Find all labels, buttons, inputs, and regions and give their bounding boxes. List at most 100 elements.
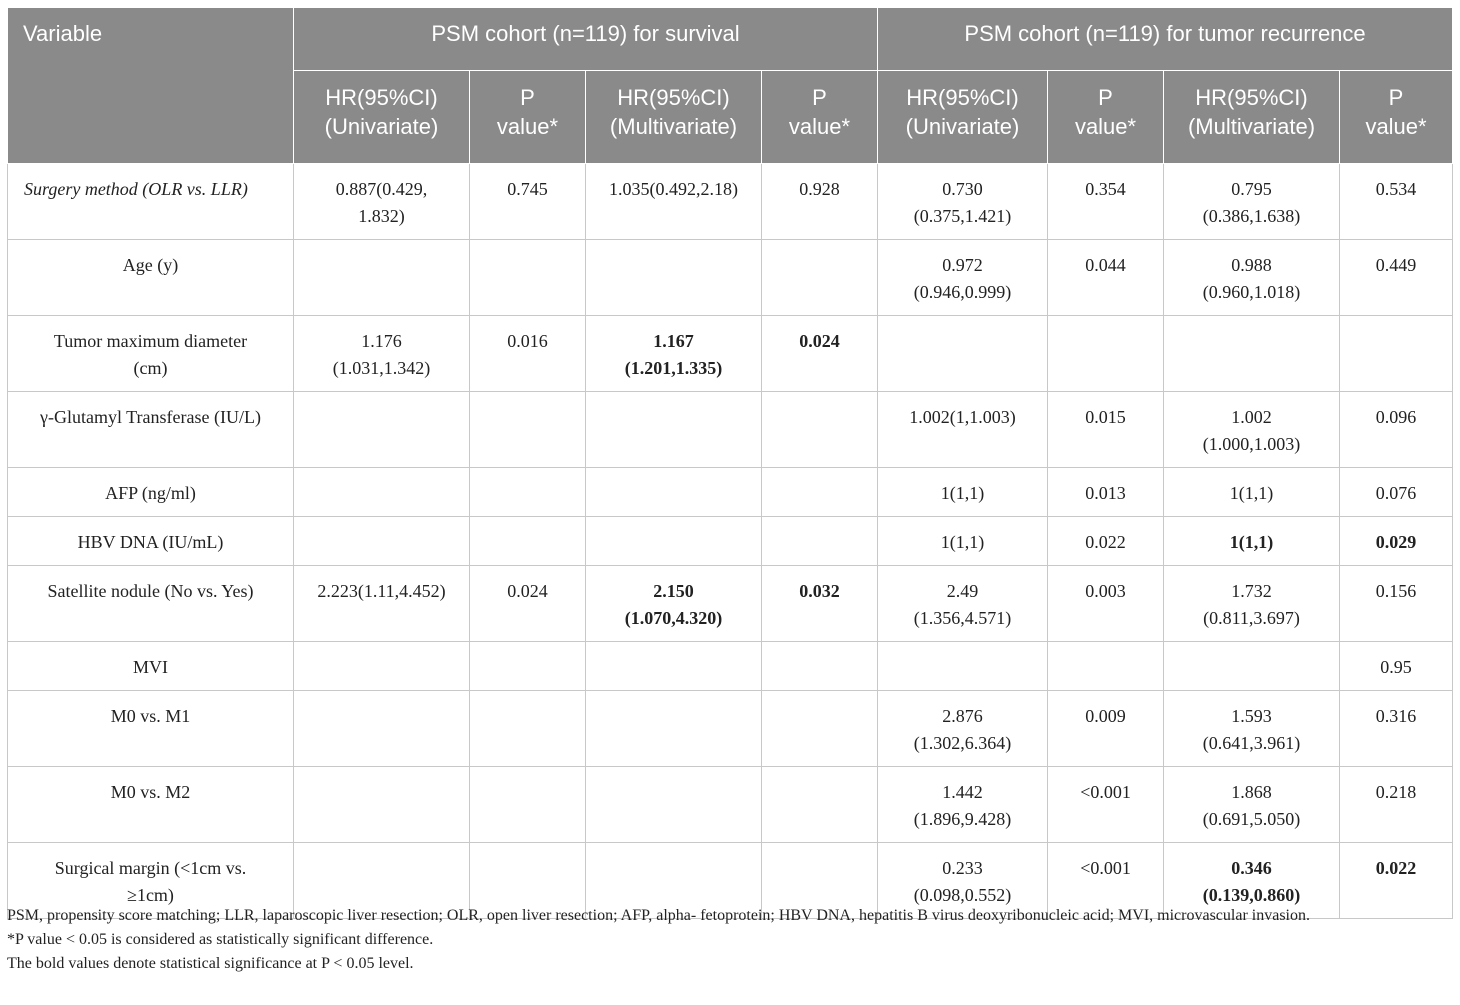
survival-p-univariate-cell <box>469 842 586 919</box>
recurrence-p-multivariate-cell: 0.449 <box>1339 239 1454 316</box>
recurrence-p-multivariate-cell: 0.534 <box>1339 163 1454 240</box>
recurrence-p-univariate-cell: 0.354 <box>1047 163 1165 240</box>
recurrence-hr-multivariate-cell <box>1163 315 1341 392</box>
table-row-hbv-dna: HBV DNA (IU/mL) 1(1,1) 0.022 1(1,1) 0.02… <box>7 516 1454 566</box>
variable-cell: M0 vs. M2 <box>7 766 294 843</box>
survival-p-multivariate-cell: 0.928 <box>760 163 879 240</box>
survival-hr-multivariate-cell <box>585 766 762 843</box>
table-row-satellite-nodule: Satellite nodule (No vs. Yes) 2.223(1.11… <box>7 565 1454 642</box>
survival-p-univariate-cell: 0.745 <box>469 163 586 240</box>
table-row-m0-vs-m2: M0 vs. M2 1.442 (1.896,9.428) <0.001 1.86… <box>7 766 1454 843</box>
recurrence-hr-multivariate-cell: 0.795 (0.386,1.638) <box>1163 163 1341 240</box>
header-group-recurrence: PSM cohort (n=119) for tumor recurrence <box>877 7 1454 71</box>
recurrence-p-multivariate-cell: 0.156 <box>1339 565 1454 642</box>
footnote-p-value: *P value < 0.05 is considered as statist… <box>7 931 434 948</box>
footnote-abbreviations: PSM, propensity score matching; LLR, lap… <box>7 907 1310 924</box>
table-row-age: Age (y) 0.972 (0.946,0.999) 0.044 0.988 (0… <box>7 239 1454 316</box>
survival-hr-univariate-cell <box>293 641 470 691</box>
recurrence-p-univariate-cell: <0.001 <box>1047 842 1165 919</box>
variable-cell: HBV DNA (IU/mL) <box>7 516 294 566</box>
recurrence-p-multivariate-cell: 0.95 <box>1339 641 1454 691</box>
survival-p-univariate-cell: 0.016 <box>469 315 586 392</box>
variable-cell: Surgical margin (<1cm vs. ≥1cm) <box>7 842 294 919</box>
table-row-mvi: MVI 0.95 <box>7 641 1454 691</box>
recurrence-p-univariate-cell: <0.001 <box>1047 766 1165 843</box>
recurrence-p-multivariate-cell: 0.218 <box>1339 766 1454 843</box>
recurrence-hr-univariate-cell: 1(1,1) <box>877 467 1049 517</box>
survival-p-univariate-cell <box>469 766 586 843</box>
survival-hr-univariate-cell <box>293 391 470 468</box>
survival-p-univariate-cell <box>469 641 586 691</box>
survival-hr-multivariate-cell <box>585 391 762 468</box>
survival-p-univariate-cell <box>469 391 586 468</box>
survival-hr-univariate-cell: 2.223(1.11,4.452) <box>293 565 470 642</box>
recurrence-p-univariate-cell: 0.015 <box>1047 391 1165 468</box>
survival-hr-univariate-cell <box>293 239 470 316</box>
recurrence-p-univariate-cell: 0.044 <box>1047 239 1165 316</box>
recurrence-p-multivariate-cell: 0.029 <box>1339 516 1454 566</box>
survival-hr-multivariate-cell <box>585 690 762 767</box>
recurrence-p-multivariate-cell <box>1339 315 1454 392</box>
survival-p-multivariate-cell <box>760 239 879 316</box>
variable-cell: Surgery method (OLR vs. LLR) <box>7 163 294 240</box>
recurrence-hr-multivariate-cell: 1(1,1) <box>1163 467 1341 517</box>
header-recurrence-hr-multivariate: HR(95%CI) (Multivariate) <box>1163 70 1341 164</box>
variable-cell: γ-Glutamyl Transferase (IU/L) <box>7 391 294 468</box>
recurrence-p-univariate-cell: 0.003 <box>1047 565 1165 642</box>
variable-cell: Tumor maximum diameter (cm) <box>7 315 294 392</box>
survival-hr-multivariate-cell <box>585 842 762 919</box>
variable-cell: Age (y) <box>7 239 294 316</box>
survival-p-multivariate-cell <box>760 516 879 566</box>
survival-p-univariate-cell: 0.024 <box>469 565 586 642</box>
survival-p-multivariate-cell <box>760 690 879 767</box>
recurrence-p-multivariate-cell: 0.022 <box>1339 842 1454 919</box>
table-row-surgery-method: Surgery method (OLR vs. LLR) 0.887(0.429… <box>7 163 1454 240</box>
survival-hr-univariate-cell: 0.887(0.429, 1.832) <box>293 163 470 240</box>
variable-cell: MVI <box>7 641 294 691</box>
recurrence-hr-univariate-cell: 1(1,1) <box>877 516 1049 566</box>
survival-p-multivariate-cell <box>760 842 879 919</box>
recurrence-hr-multivariate-cell <box>1163 641 1341 691</box>
recurrence-hr-multivariate-cell: 1.732 (0.811,3.697) <box>1163 565 1341 642</box>
survival-hr-multivariate-cell: 2.150 (1.070,4.320) <box>585 565 762 642</box>
table-row-m0-vs-m1: M0 vs. M1 2.876 (1.302,6.364) 0.009 1.593… <box>7 690 1454 767</box>
table-row-tumor-diameter: Tumor maximum diameter (cm) 1.176 (1.031,1… <box>7 315 1454 392</box>
recurrence-p-univariate-cell <box>1047 315 1165 392</box>
recurrence-hr-univariate-cell: 2.49 (1.356,4.571) <box>877 565 1049 642</box>
survival-hr-multivariate-cell <box>585 239 762 316</box>
recurrence-hr-multivariate-cell: 1(1,1) <box>1163 516 1341 566</box>
header-survival-hr-univariate: HR(95%CI) (Univariate) <box>293 70 470 164</box>
survival-p-univariate-cell <box>469 690 586 767</box>
results-table-container: Variable PSM cohort (n=119) for survival… <box>7 7 1454 919</box>
recurrence-p-univariate-cell <box>1047 641 1165 691</box>
recurrence-hr-univariate-cell <box>877 315 1049 392</box>
variable-cell: AFP (ng/ml) <box>7 467 294 517</box>
table-row-afp: AFP (ng/ml) 1(1,1) 0.013 1(1,1) 0.076 <box>7 467 1454 517</box>
recurrence-hr-univariate-cell: 0.233 (0.098,0.552) <box>877 842 1049 919</box>
table-footnotes: PSM, propensity score matching; LLR, lap… <box>7 904 1452 976</box>
survival-p-multivariate-cell <box>760 391 879 468</box>
recurrence-hr-multivariate-cell: 1.593 (0.641,3.961) <box>1163 690 1341 767</box>
recurrence-hr-multivariate-cell: 0.346 (0.139,0.860) <box>1163 842 1341 919</box>
recurrence-hr-multivariate-cell: 1.002 (1.000,1.003) <box>1163 391 1341 468</box>
recurrence-hr-univariate-cell: 0.730 (0.375,1.421) <box>877 163 1049 240</box>
survival-p-univariate-cell <box>469 516 586 566</box>
recurrence-p-univariate-cell: 0.013 <box>1047 467 1165 517</box>
survival-p-multivariate-cell: 0.024 <box>760 315 879 392</box>
footnote-bold-values: The bold values denote statistical signi… <box>7 955 414 972</box>
survival-hr-univariate-cell <box>293 467 470 517</box>
table-row-surgical-margin: Surgical margin (<1cm vs. ≥1cm) 0.233 (0.0… <box>7 842 1454 919</box>
survival-hr-univariate-cell <box>293 516 470 566</box>
survival-hr-multivariate-cell <box>585 516 762 566</box>
survival-p-univariate-cell <box>469 239 586 316</box>
header-row-groups: Variable PSM cohort (n=119) for survival… <box>7 7 1454 164</box>
recurrence-p-univariate-cell: 0.022 <box>1047 516 1165 566</box>
recurrence-hr-univariate-cell: 1.442 (1.896,9.428) <box>877 766 1049 843</box>
survival-p-multivariate-cell <box>760 766 879 843</box>
recurrence-hr-univariate-cell <box>877 641 1049 691</box>
recurrence-hr-univariate-cell: 0.972 (0.946,0.999) <box>877 239 1049 316</box>
survival-hr-univariate-cell <box>293 690 470 767</box>
header-variable: Variable <box>7 7 294 164</box>
survival-hr-multivariate-cell <box>585 467 762 517</box>
